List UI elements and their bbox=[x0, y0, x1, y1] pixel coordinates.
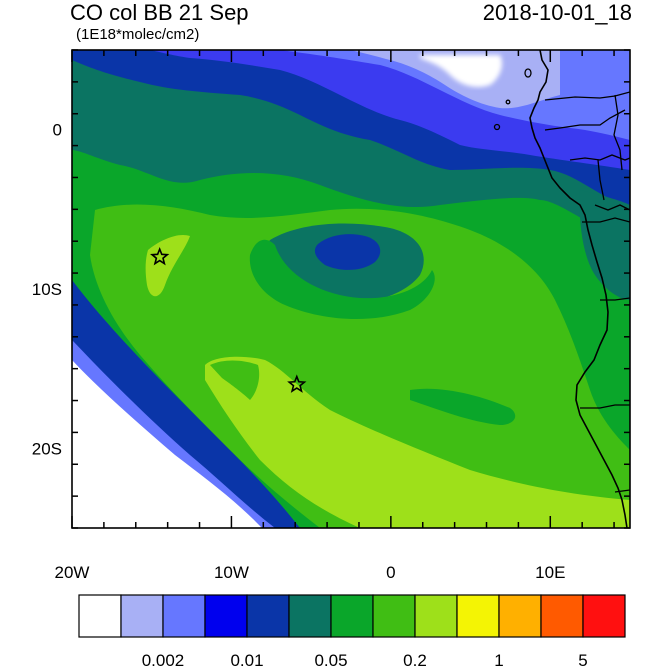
x-tick-label: 20W bbox=[55, 563, 90, 582]
colorbar-swatch bbox=[78, 594, 122, 638]
colorbar-swatch bbox=[414, 594, 458, 638]
y-tick-label: 20S bbox=[32, 439, 62, 458]
field-sw-white-ocean bbox=[72, 360, 262, 528]
field-swirl-lightgreen bbox=[90, 204, 630, 528]
country-border-8 bbox=[613, 94, 623, 171]
y-tick-label: 0 bbox=[53, 121, 62, 140]
field-se-patch-green bbox=[410, 388, 516, 425]
star-marker-1 bbox=[150, 246, 170, 266]
colorbar-swatch bbox=[204, 594, 248, 638]
markers bbox=[150, 246, 307, 393]
co-field bbox=[72, 50, 630, 528]
country-border-1 bbox=[544, 91, 630, 101]
units-label: (1E18*molec/cm2) bbox=[76, 26, 200, 43]
colorbar-swatch bbox=[246, 594, 290, 638]
axis-tick-labels: 20W 10W 0 10E 0 10S 20S bbox=[32, 121, 566, 582]
colorbar bbox=[78, 594, 626, 638]
colorbar-swatch bbox=[498, 594, 542, 638]
country-border-2 bbox=[544, 109, 626, 131]
island-2 bbox=[493, 123, 501, 131]
colorbar-label: 0.01 bbox=[230, 651, 263, 667]
colorbar-label: 0.05 bbox=[314, 651, 347, 667]
country-border-9 bbox=[597, 159, 605, 201]
star-marker-2 bbox=[287, 374, 307, 393]
colorbar-swatch bbox=[372, 594, 416, 638]
x-tick-label: 10E bbox=[535, 563, 565, 582]
y-tick-label: 10S bbox=[32, 280, 62, 299]
map-title: CO col BB 21 Sep bbox=[70, 0, 249, 25]
country-border-10 bbox=[614, 489, 630, 493]
country-border-4 bbox=[594, 204, 630, 211]
coastline bbox=[493, 50, 630, 528]
field-right-teal bbox=[579, 190, 630, 300]
colorbar-label: 0.002 bbox=[142, 651, 185, 667]
colorbar-labels: 0.002 0.01 0.05 0.2 1 5 bbox=[142, 651, 588, 667]
island-1 bbox=[524, 68, 532, 78]
africa-coast bbox=[529, 50, 628, 528]
colorbar-swatch bbox=[162, 594, 206, 638]
colorbar-label: 0.2 bbox=[403, 651, 427, 667]
x-tick-label: 10W bbox=[214, 563, 249, 582]
colorbar-swatch bbox=[456, 594, 500, 638]
colorbar-swatch bbox=[288, 594, 332, 638]
field-plume-yellowgreen bbox=[205, 356, 630, 528]
x-tick-label: 0 bbox=[386, 563, 395, 582]
country-border-5 bbox=[582, 217, 630, 223]
island-3 bbox=[505, 99, 511, 105]
country-border-3 bbox=[569, 154, 630, 161]
colorbar-label: 1 bbox=[494, 651, 503, 667]
country-border-6 bbox=[600, 297, 630, 301]
field-center-blue bbox=[314, 234, 381, 270]
colorbar-swatch bbox=[120, 594, 164, 638]
colorbar-label: 5 bbox=[578, 651, 587, 667]
axis-ticks bbox=[71, 49, 630, 529]
colorbar-swatch bbox=[582, 594, 626, 638]
field-west-patch-yellowgreen bbox=[145, 234, 190, 297]
field-center-ring-inner-green bbox=[249, 239, 435, 320]
country-border-7 bbox=[580, 404, 630, 409]
datetime-label: 2018-10-01_18 bbox=[482, 0, 632, 25]
field-plume-green-edge bbox=[210, 360, 260, 400]
field-band-white-north bbox=[420, 55, 502, 87]
plot-frame bbox=[71, 49, 631, 529]
colorbar-swatch bbox=[540, 594, 584, 638]
colorbar-swatch bbox=[330, 594, 374, 638]
